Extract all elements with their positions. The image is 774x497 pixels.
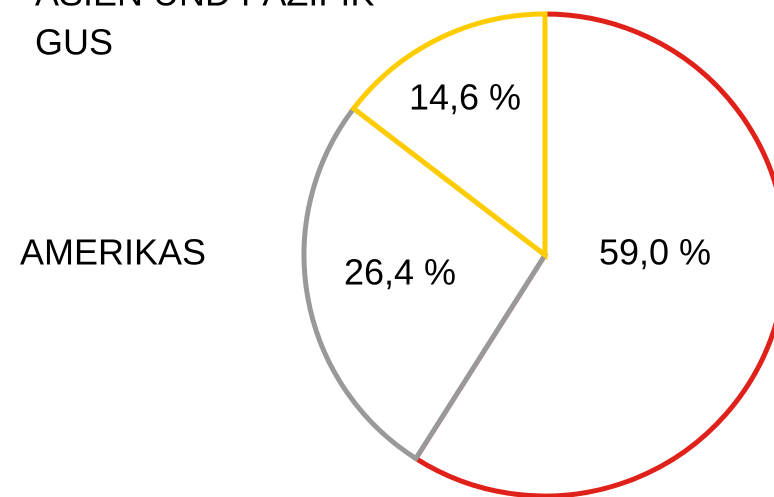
category-label: GUS	[35, 22, 113, 63]
value-label: 59,0 %	[599, 232, 711, 273]
pie-slice	[350, 11, 548, 261]
category-label: AMERIKAS	[20, 232, 206, 273]
value-label: 14,6 %	[409, 77, 521, 118]
pie-slice	[412, 11, 774, 497]
annotation: ASIEN UND PAZIFIK	[35, 0, 374, 14]
pie-slice	[301, 104, 549, 462]
value-label: 26,4 %	[344, 252, 456, 293]
